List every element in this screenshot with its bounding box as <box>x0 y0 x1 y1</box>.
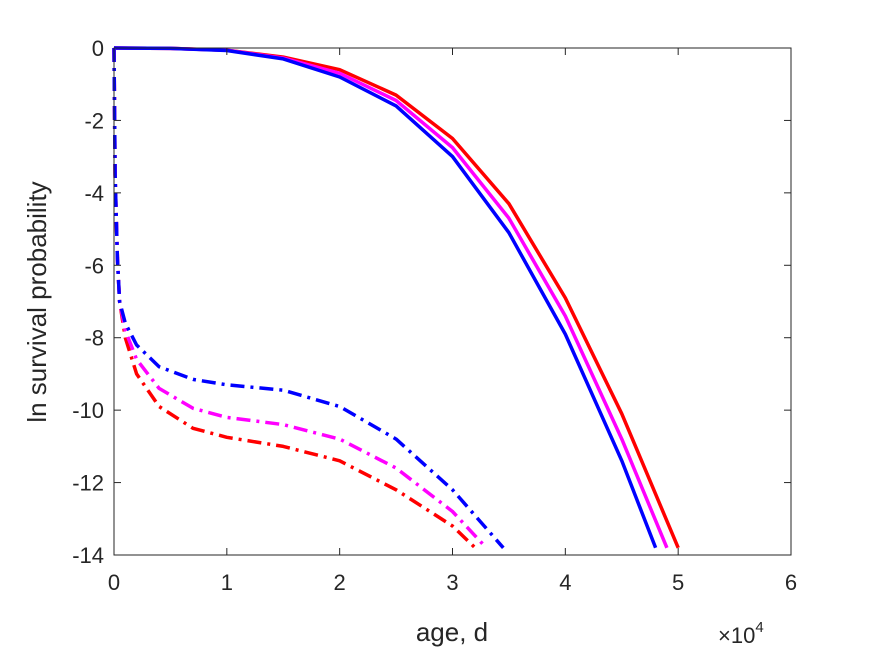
x-multiplier-exponent: 4 <box>755 619 763 636</box>
series-line-4 <box>112 47 477 550</box>
x-tick-label: 4 <box>559 570 571 595</box>
x-multiplier-base: ×10 <box>718 623 755 648</box>
x-tick-label: 0 <box>108 570 120 595</box>
series-layer <box>112 46 680 550</box>
y-tick-label: -8 <box>84 326 104 351</box>
series-line-6 <box>112 47 505 549</box>
x-tick-label: 6 <box>785 570 797 595</box>
x-tick-label: 3 <box>446 570 458 595</box>
y-tick-label: -10 <box>72 398 104 423</box>
ticks-layer: 0 1 2 3 4 5 6 0 -2 -4 -6 -8 -10 -12 -14 <box>72 36 797 595</box>
series-line-5 <box>112 47 488 549</box>
y-tick-label: -12 <box>72 471 104 496</box>
x-tick-label: 5 <box>672 570 684 595</box>
axes-layer <box>113 47 792 556</box>
y-tick-label: -6 <box>84 253 104 278</box>
y-tick-label: -14 <box>72 543 104 568</box>
x-tick-label: 1 <box>221 570 233 595</box>
x-tick-label: 2 <box>334 570 346 595</box>
x-axis-multiplier: ×104 <box>718 619 764 648</box>
series-line-3 <box>113 46 658 549</box>
y-tick-label: -2 <box>84 108 104 133</box>
series-line-2 <box>113 46 669 549</box>
y-axis-label: ln survival probability <box>22 181 52 422</box>
series-line-1 <box>113 46 680 549</box>
y-tick-label: 0 <box>92 36 104 61</box>
y-tick-label: -4 <box>84 181 104 206</box>
plot-frame <box>113 47 792 556</box>
x-axis-label: age, d <box>416 617 488 647</box>
